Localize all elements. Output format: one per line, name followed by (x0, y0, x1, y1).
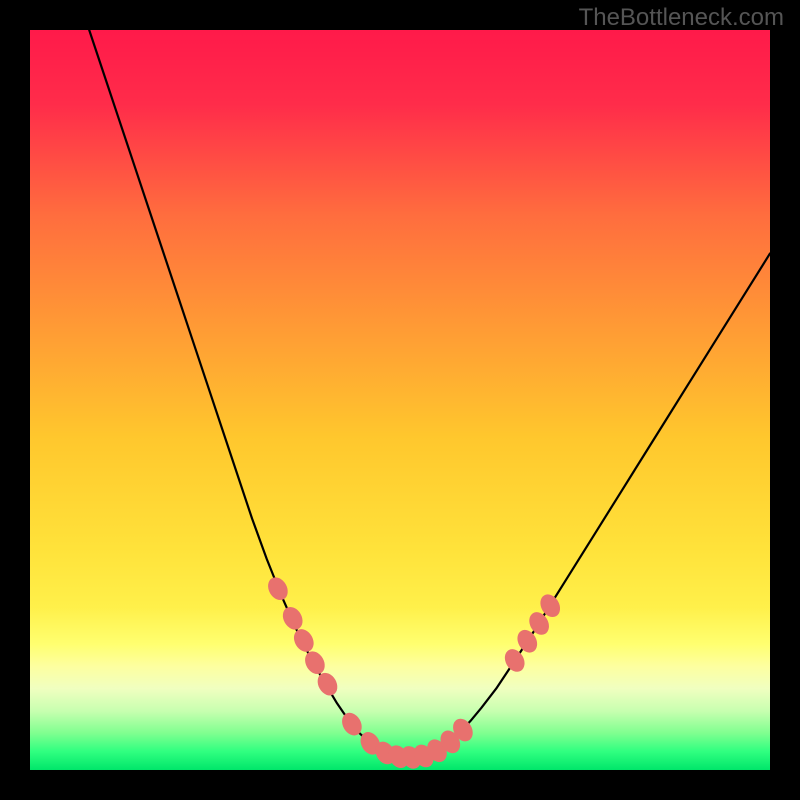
watermark-text: TheBottleneck.com (579, 4, 784, 32)
plot-area (30, 30, 770, 770)
plot-gradient-background (30, 30, 770, 770)
